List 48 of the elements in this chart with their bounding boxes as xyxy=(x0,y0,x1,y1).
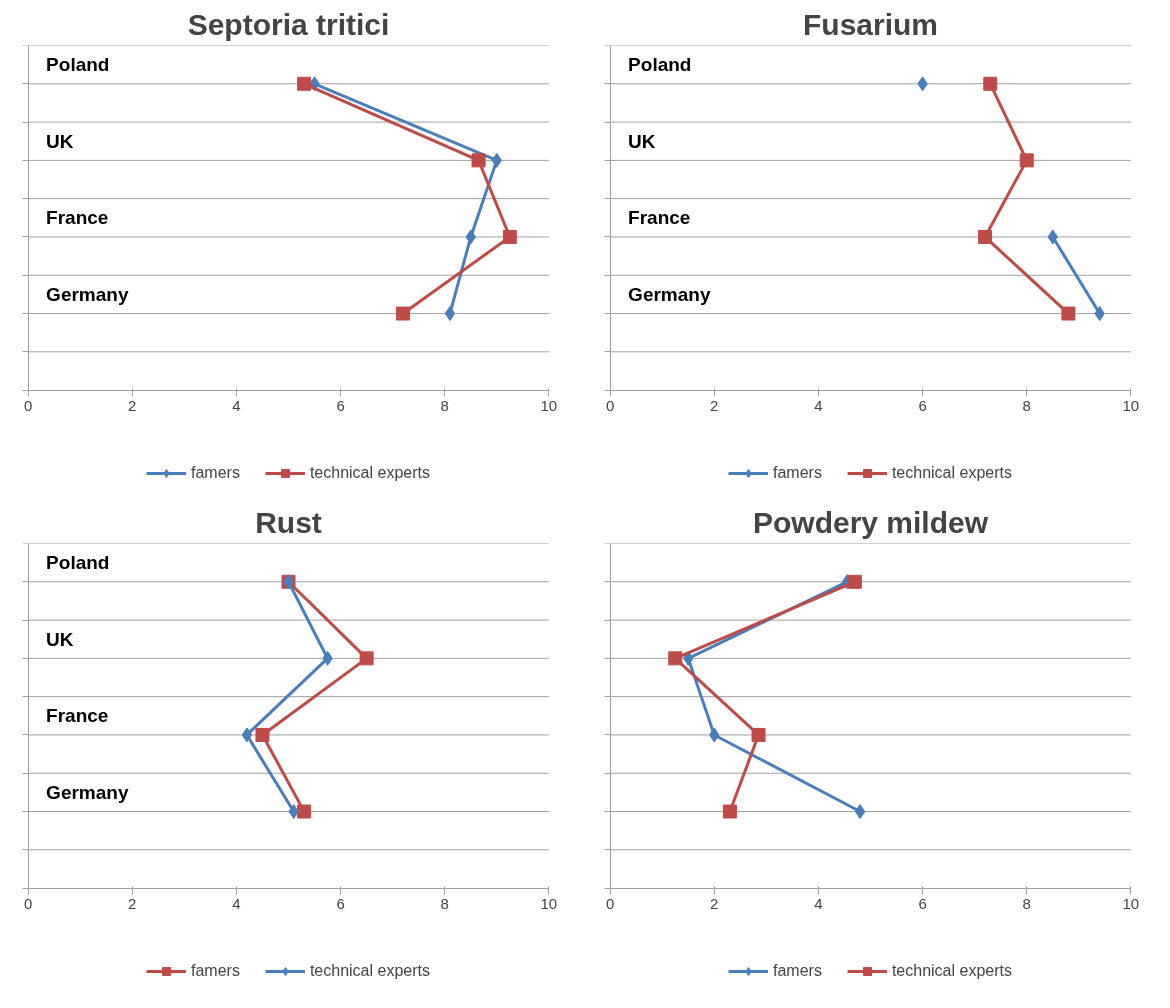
x-tick-label: 10 xyxy=(1122,895,1140,913)
x-tick-label: 8 xyxy=(440,895,449,913)
x-tick-label: 6 xyxy=(336,397,345,415)
y-tick-label: UK xyxy=(46,628,74,650)
x-tick-label: 4 xyxy=(814,895,823,913)
y-tick-label: Poland xyxy=(46,54,110,76)
legend-label: famers xyxy=(191,962,240,980)
y-tick-label: France xyxy=(46,705,109,727)
x-tick-label: 6 xyxy=(336,895,345,913)
legend-label: technical experts xyxy=(891,962,1012,980)
x-tick-label: 2 xyxy=(128,895,137,913)
chart-title: Septoria tritici xyxy=(187,7,390,41)
x-tick-label: 4 xyxy=(232,895,241,913)
y-tick-label: UK xyxy=(46,130,74,152)
x-tick-label: 4 xyxy=(232,397,241,415)
y-tick-label: Poland xyxy=(628,54,692,76)
y-tick-label: UK xyxy=(628,130,656,152)
chart-title: Powdery mildew xyxy=(752,505,989,539)
y-tick-label: Germany xyxy=(46,283,129,305)
x-tick-label: 10 xyxy=(1122,397,1140,415)
x-tick-label: 8 xyxy=(1022,895,1031,913)
y-tick-label: France xyxy=(46,207,109,229)
legend-label: famers xyxy=(191,464,240,482)
x-tick-label: 2 xyxy=(128,397,137,415)
x-tick-label: 0 xyxy=(23,895,33,913)
legend-label: famers xyxy=(773,464,822,482)
y-tick-label: Germany xyxy=(628,283,711,305)
chart-title: Rust xyxy=(255,505,322,539)
x-tick-label: 6 xyxy=(918,397,927,415)
x-tick-label: 2 xyxy=(710,397,719,415)
x-tick-label: 6 xyxy=(918,895,927,913)
x-tick-label: 10 xyxy=(540,397,558,415)
legend-label: technical experts xyxy=(309,962,430,980)
x-tick-label: 2 xyxy=(710,895,719,913)
y-tick-label: Poland xyxy=(46,552,110,574)
x-tick-label: 0 xyxy=(23,397,33,415)
y-tick-label: Germany xyxy=(46,781,129,803)
legend-label: technical experts xyxy=(891,464,1012,482)
x-tick-label: 0 xyxy=(605,895,615,913)
x-tick-label: 10 xyxy=(540,895,558,913)
x-tick-label: 8 xyxy=(1022,397,1031,415)
legend-label: technical experts xyxy=(309,464,430,482)
y-tick-label: France xyxy=(628,207,691,229)
x-tick-label: 4 xyxy=(814,397,823,415)
x-tick-label: 8 xyxy=(440,397,449,415)
legend-label: famers xyxy=(773,962,822,980)
chart-title: Fusarium xyxy=(802,7,939,41)
x-tick-label: 0 xyxy=(605,397,615,415)
